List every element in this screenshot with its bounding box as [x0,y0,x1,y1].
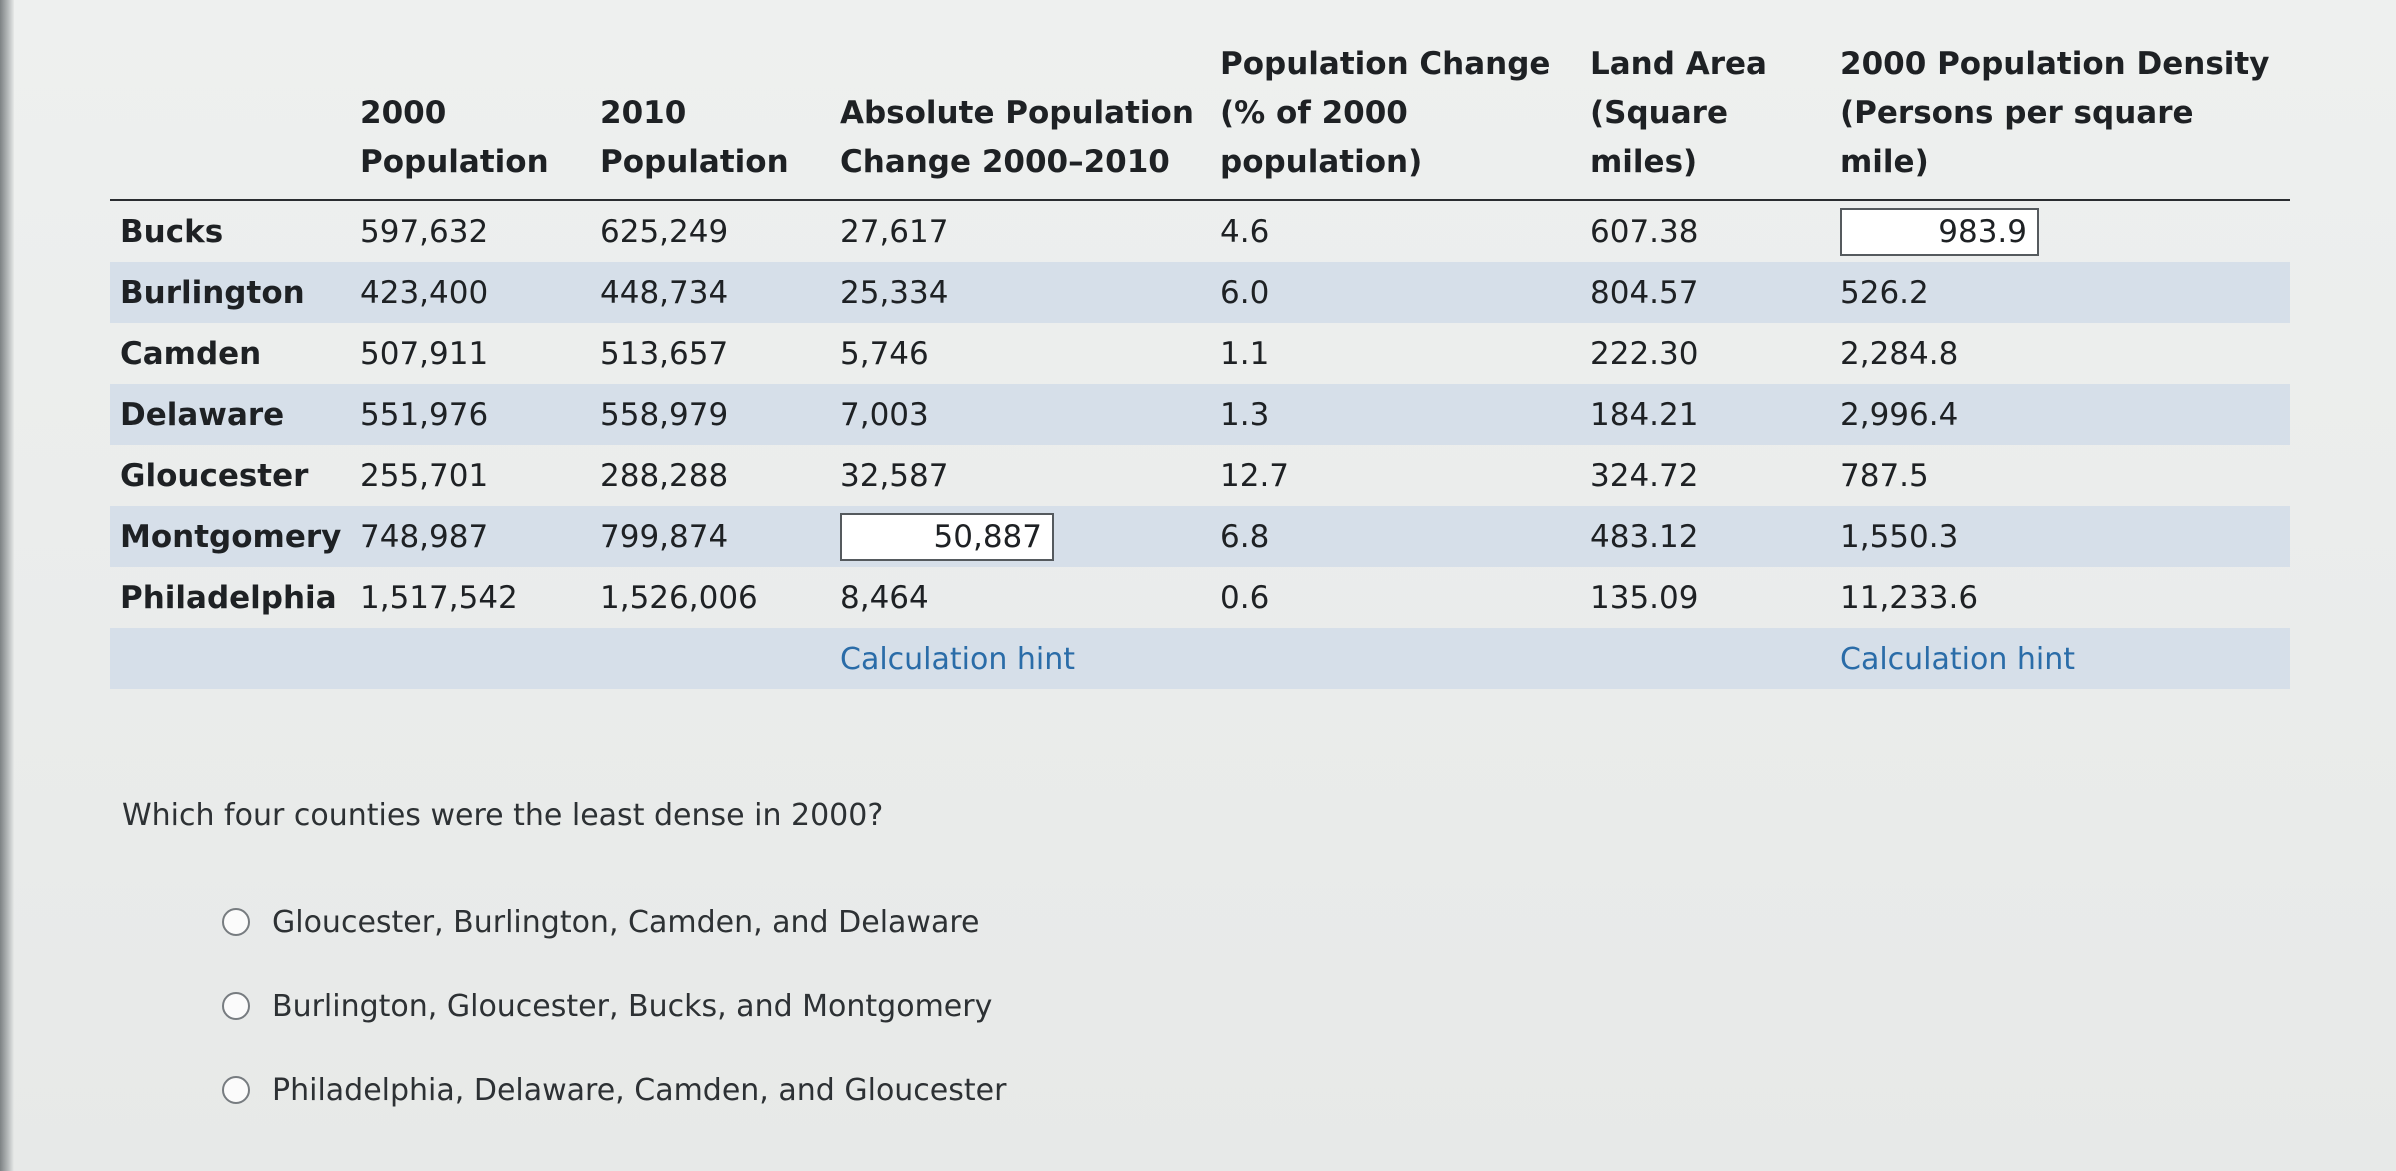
header-land-area: Land Area (Square miles) [1580,40,1830,201]
county-name: Gloucester [120,457,309,494]
header-pop2010: 2010 Population [590,40,830,201]
county-name: Montgomery [110,506,350,567]
abs-change-answer-input[interactable]: 50,887 [840,512,1054,561]
question-text: Which four counties were the least dense… [122,798,884,833]
table-header-row: 2000 Population 2010 Population Absolute… [110,40,2290,201]
abs-change-cell: 5,746 [840,335,929,372]
pct-change-cell: 0.6 [1220,579,1270,616]
abs-change-cell: 32,587 [840,457,949,494]
abs-change-cell: 25,334 [830,262,1210,323]
county-population-table: 2000 Population 2010 Population Absolute… [110,40,2290,689]
table-row: Montgomery 748,987 799,874 50,887 6.8 48… [110,506,2290,567]
pct-change-cell: 6.0 [1210,262,1580,323]
density-cell: 2,996.4 [1830,384,2290,445]
pct-change-cell: 1.3 [1210,384,1580,445]
pop2000-cell: 1,517,542 [360,579,518,616]
answer-option-label: Burlington, Gloucester, Bucks, and Montg… [272,988,993,1024]
pct-change-cell: 4.6 [1220,213,1270,250]
header-pct-change: Population Change (% of 2000 population) [1210,40,1580,201]
hint-cell: Calculation hint [830,628,1210,689]
density-cell: 526.2 [1830,262,2290,323]
header-density: 2000 Population Density (Persons per squ… [1830,40,2290,201]
answer-option-1[interactable]: Gloucester, Burlington, Camden, and Dela… [222,880,1006,964]
answer-option-label: Gloucester, Burlington, Camden, and Dela… [272,904,980,940]
pop2010-cell: 799,874 [590,506,830,567]
header-pop2000: 2000 Population [350,40,590,201]
radio-button-icon[interactable] [222,1076,250,1104]
land-area-cell: 804.57 [1580,262,1830,323]
answer-options: Gloucester, Burlington, Camden, and Dela… [222,880,1006,1132]
land-area-cell: 483.12 [1580,506,1830,567]
abs-change-cell: 27,617 [840,213,949,250]
table-row: Camden 507,911 513,657 5,746 1.1 222.30 … [110,323,2290,384]
hint-row: Calculation hint Calculation hint [110,628,2290,689]
answer-option-2[interactable]: Burlington, Gloucester, Bucks, and Montg… [222,964,1006,1048]
window-edge [0,0,14,1171]
land-area-cell: 184.21 [1580,384,1830,445]
header-abs-change: Absolute Population Change 2000–2010 [830,40,1210,201]
pop2010-cell: 513,657 [600,335,729,372]
pop2010-cell: 1,526,006 [600,579,758,616]
table-row: Gloucester 255,701 288,288 32,587 12.7 3… [110,445,2290,506]
pop2000-cell: 597,632 [360,213,489,250]
county-name: Burlington [110,262,350,323]
density-cell: 787.5 [1840,457,1929,494]
county-name: Camden [120,335,262,372]
header-county [110,40,350,201]
answer-option-3[interactable]: Philadelphia, Delaware, Camden, and Glou… [222,1048,1006,1132]
pop2000-cell: 748,987 [350,506,590,567]
county-name: Philadelphia [120,579,337,616]
pop2010-cell: 625,249 [600,213,729,250]
table-row: Bucks 597,632 625,249 27,617 4.6 607.38 … [110,200,2290,262]
abs-change-cell: 50,887 [830,506,1210,567]
land-area-cell: 324.72 [1590,457,1699,494]
county-name: Delaware [110,384,350,445]
pct-change-cell: 12.7 [1220,457,1290,494]
pop2000-cell: 551,976 [350,384,590,445]
density-cell: 2,284.8 [1840,335,1959,372]
pop2010-cell: 288,288 [600,457,729,494]
county-name: Bucks [120,213,224,250]
hint-cell: Calculation hint [1830,628,2290,689]
density-cell: 1,550.3 [1830,506,2290,567]
table-row: Burlington 423,400 448,734 25,334 6.0 80… [110,262,2290,323]
pct-change-cell: 6.8 [1210,506,1580,567]
radio-button-icon[interactable] [222,908,250,936]
density-cell: 11,233.6 [1840,579,1979,616]
land-area-cell: 607.38 [1590,213,1699,250]
density-cell: 983.9 [1830,200,2290,262]
table-row: Philadelphia 1,517,542 1,526,006 8,464 0… [110,567,2290,628]
land-area-cell: 222.30 [1590,335,1699,372]
calculation-hint-density-link[interactable]: Calculation hint [1840,641,2076,677]
abs-change-cell: 7,003 [830,384,1210,445]
pop2000-cell: 507,911 [360,335,489,372]
pct-change-cell: 1.1 [1220,335,1270,372]
density-answer-input[interactable]: 983.9 [1840,207,2039,256]
radio-button-icon[interactable] [222,992,250,1020]
pop2010-cell: 448,734 [590,262,830,323]
table-row: Delaware 551,976 558,979 7,003 1.3 184.2… [110,384,2290,445]
calculation-hint-abs-link[interactable]: Calculation hint [840,641,1076,677]
pop2000-cell: 423,400 [350,262,590,323]
land-area-cell: 135.09 [1590,579,1699,616]
abs-change-cell: 8,464 [840,579,929,616]
pop2010-cell: 558,979 [590,384,830,445]
data-table-container: 2000 Population 2010 Population Absolute… [110,40,2290,689]
answer-option-label: Philadelphia, Delaware, Camden, and Glou… [272,1072,1007,1108]
pop2000-cell: 255,701 [360,457,489,494]
